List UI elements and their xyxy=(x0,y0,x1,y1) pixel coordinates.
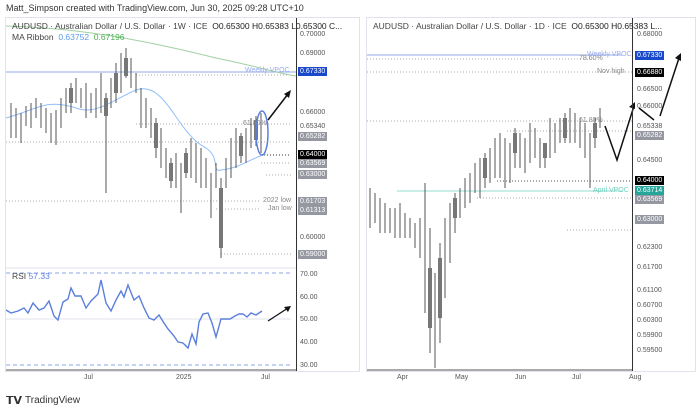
jan-low-label: Jan low xyxy=(268,205,292,212)
tradingview-icon: 𝗧𝗩 xyxy=(6,395,23,407)
weekly-chart-panel[interactable]: AUDUSD · Australian Dollar / U.S. Dollar… xyxy=(5,17,360,381)
fib-618-label: 61.80% xyxy=(243,120,267,127)
chart-credit: Matt_Simpson created with TradingView.co… xyxy=(6,3,304,13)
2022-low-label: 2022 low xyxy=(263,197,292,204)
fib-786-label: 78.60% xyxy=(579,55,603,62)
weekly-vpoc-label: Weekly VPOC xyxy=(587,51,632,58)
weekly-price-axis[interactable] xyxy=(296,18,297,371)
ma-ribbon-legend: MA Ribbon 0.63752 0.67196 xyxy=(12,32,125,42)
weekly-vpoc-tag: 0.67330 xyxy=(298,67,328,76)
fib-618-label: 61.80% xyxy=(579,117,603,124)
april-vpoc-label: April VPOC xyxy=(593,187,629,194)
weekly-chart-canvas xyxy=(6,25,297,371)
daily-price-axis[interactable] xyxy=(632,18,633,371)
weekly-vpoc-label: Weekly VPOC xyxy=(245,67,290,74)
nov-high-label: Nov high xyxy=(597,68,625,75)
daily-chart-panel[interactable]: AUDUSD · Australian Dollar / U.S. Dollar… xyxy=(366,17,696,381)
rsi-legend: RSI 57.33 xyxy=(12,271,50,281)
daily-chart-title: AUDUSD · Australian Dollar / U.S. Dollar… xyxy=(373,21,663,31)
weekly-chart-title: AUDUSD · Australian Dollar / U.S. Dollar… xyxy=(12,21,343,31)
tradingview-logo[interactable]: 𝗧𝗩 TradingView xyxy=(6,395,81,407)
daily-chart-canvas xyxy=(367,53,681,371)
